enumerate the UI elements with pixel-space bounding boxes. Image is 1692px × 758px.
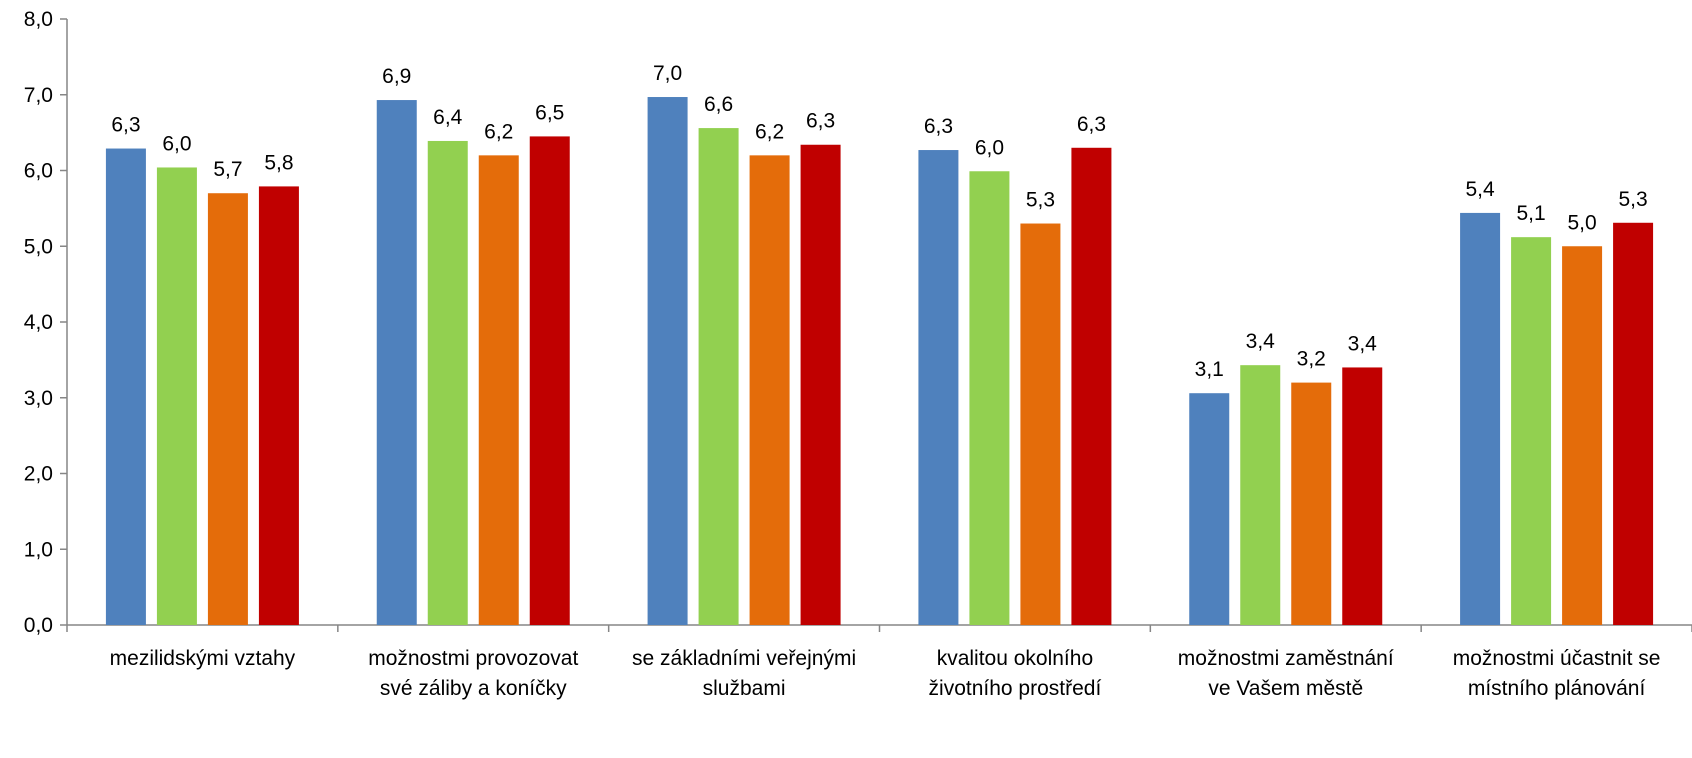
y-tick-label: 0,0 — [24, 614, 53, 637]
data-label: 6,3 — [806, 110, 835, 133]
data-label: 6,0 — [162, 132, 191, 155]
data-label: 5,3 — [1618, 188, 1647, 211]
data-label: 5,7 — [213, 158, 242, 181]
bar — [749, 155, 790, 625]
data-label: 5,4 — [1465, 178, 1495, 201]
bar — [1460, 212, 1501, 626]
data-label: 5,1 — [1516, 202, 1545, 225]
data-label: 6,3 — [111, 114, 140, 137]
data-labels: 6,3 6,0 5,7 5,8 6,9 6,4 6,2 6,5 7,0 6,6 6,2 6,3 6,3 6… — [111, 62, 1647, 381]
data-label: 6,3 — [1077, 113, 1106, 136]
data-label: 6,2 — [484, 120, 513, 143]
bar — [1511, 237, 1552, 625]
data-label: 6,2 — [755, 120, 784, 143]
category-labels: mezilidskými vztahy možnostmi provozovat s… — [110, 647, 1661, 700]
bar — [529, 136, 570, 625]
data-label: 5,3 — [1026, 189, 1055, 212]
bar — [1613, 222, 1654, 625]
data-label: 6,3 — [924, 115, 953, 138]
bar — [1189, 393, 1230, 625]
y-tick-label: 4,0 — [24, 311, 53, 334]
x-axis — [66, 624, 1692, 632]
category-label: možnostmi účastnit se — [1453, 647, 1661, 670]
bar — [105, 148, 146, 625]
bar — [156, 167, 197, 625]
data-label: 6,9 — [382, 65, 411, 88]
category-label: ve Vašem městě — [1208, 677, 1363, 700]
category-label: možnostmi provozovat — [368, 647, 578, 670]
y-tick-label: 1,0 — [24, 538, 53, 561]
category-label: místního plánování — [1468, 677, 1646, 700]
bar — [1342, 367, 1383, 625]
bar — [427, 140, 468, 625]
data-label: 7,0 — [653, 62, 682, 85]
category-label: kvalitou okolního — [937, 647, 1093, 670]
bar — [258, 186, 299, 625]
bar — [1071, 147, 1112, 625]
bar — [207, 193, 248, 625]
bar — [918, 150, 959, 626]
y-tick-label: 6,0 — [24, 160, 53, 183]
data-label: 6,5 — [535, 101, 564, 124]
y-tick-label: 3,0 — [24, 387, 53, 410]
data-label: 3,1 — [1195, 358, 1224, 381]
bar — [1020, 223, 1061, 625]
y-tick-label: 7,0 — [24, 84, 53, 107]
category-label: službami — [703, 677, 786, 700]
data-label: 6,0 — [975, 136, 1004, 159]
category-label: své záliby a koníčky — [380, 677, 567, 700]
bar — [969, 171, 1010, 625]
category-label: životního prostředí — [929, 677, 1102, 700]
data-label: 3,2 — [1297, 348, 1326, 371]
y-axis: 0,0 1,0 2,0 3,0 4,0 5,0 6,0 7,0 8,0 — [24, 8, 68, 637]
y-tick-label: 2,0 — [24, 463, 53, 486]
bar — [647, 97, 688, 625]
bar — [1291, 382, 1332, 625]
data-label: 5,8 — [264, 151, 293, 174]
bar — [800, 144, 841, 625]
data-label: 3,4 — [1246, 330, 1276, 353]
bar — [376, 100, 417, 626]
bar — [1562, 246, 1603, 625]
bar — [698, 128, 739, 625]
bars — [105, 97, 1654, 626]
bar — [478, 155, 519, 625]
category-label: možnostmi zaměstnání — [1178, 647, 1394, 670]
data-label: 3,4 — [1348, 332, 1378, 355]
bar — [1240, 365, 1281, 625]
category-label: se základními veřejnými — [632, 647, 856, 670]
data-label: 6,6 — [704, 93, 733, 116]
category-label: mezilidskými vztahy — [110, 647, 296, 670]
data-label: 5,0 — [1567, 211, 1596, 234]
y-tick-label: 5,0 — [24, 235, 53, 258]
data-label: 6,4 — [433, 106, 463, 129]
y-tick-label: 8,0 — [24, 8, 53, 31]
